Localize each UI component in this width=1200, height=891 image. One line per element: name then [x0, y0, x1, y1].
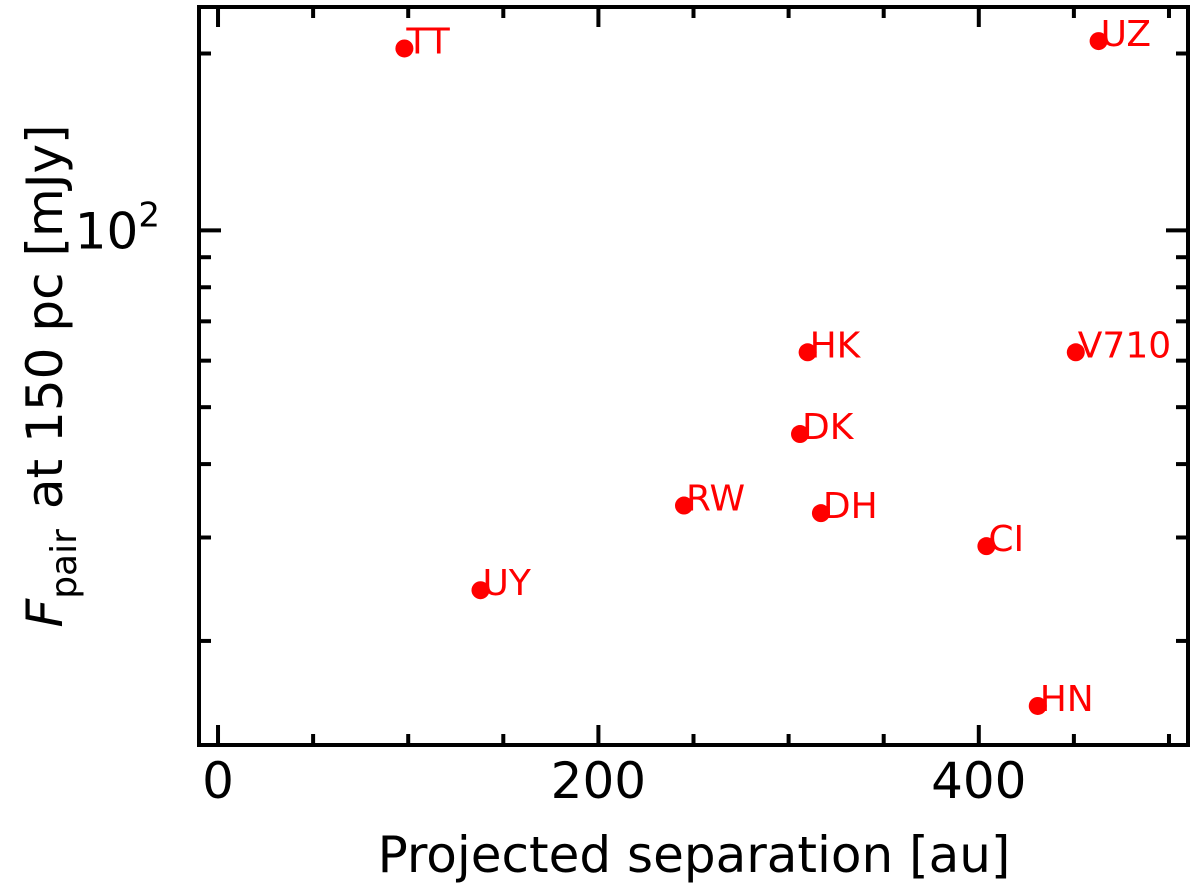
data-point	[798, 343, 817, 362]
point-label: RW	[686, 479, 745, 520]
x-tick-label: 200	[551, 752, 646, 810]
x-tick-label: 400	[931, 752, 1026, 810]
point-label: DH	[823, 486, 878, 527]
data-point	[674, 496, 693, 515]
point-label: UY	[482, 563, 531, 604]
y-axis-label: Fpair at 150 pc [mJy]	[16, 124, 85, 627]
data-point	[471, 581, 490, 600]
data-point	[1089, 32, 1108, 51]
data-point	[811, 504, 830, 523]
point-label: HN	[1040, 679, 1094, 720]
data-point	[395, 39, 414, 58]
point-label: DK	[802, 407, 855, 448]
point-label: HK	[810, 325, 862, 366]
point-label: TT	[405, 21, 450, 62]
data-point	[791, 425, 810, 444]
axis-ticks	[199, 7, 1188, 745]
y-label-rest: at 150 pc [mJy]	[16, 124, 74, 509]
point-label: UZ	[1101, 14, 1151, 55]
x-tick-label: 0	[202, 752, 234, 810]
point-label: CI	[988, 519, 1024, 560]
y-tick-base: 10	[75, 202, 139, 260]
x-axis-label: Projected separation [au]	[378, 826, 1011, 884]
plot-frame	[197, 5, 1190, 747]
data-point	[1028, 696, 1047, 715]
data-point	[977, 537, 996, 556]
y-tick-exp: 2	[138, 195, 160, 235]
y-label-subscript: pair	[44, 529, 85, 599]
y-tick-label: 102	[75, 195, 160, 260]
data-point	[1066, 343, 1085, 362]
y-label-symbol: F	[16, 598, 74, 628]
point-label: V710	[1078, 325, 1171, 366]
data-points: TT UZ HK V710 DK RW DH CI UY HN	[395, 14, 1171, 720]
